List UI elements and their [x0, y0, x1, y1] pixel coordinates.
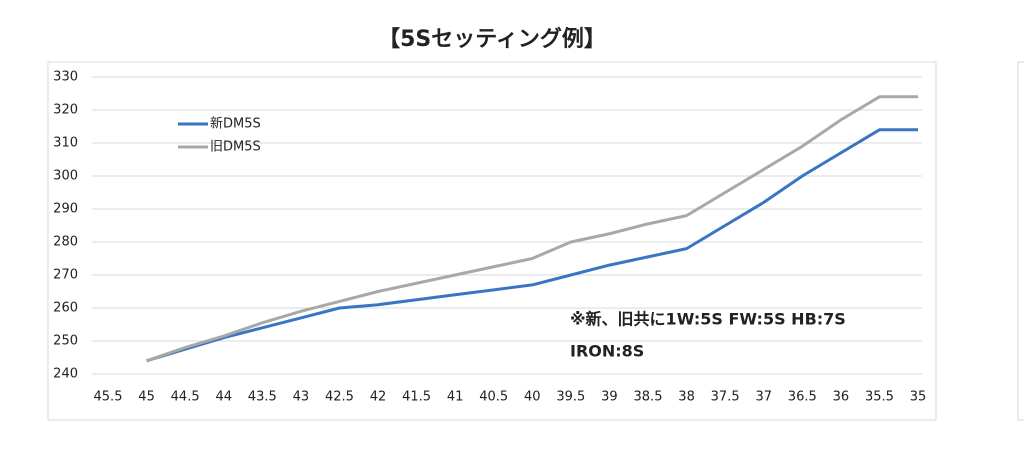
x-tick-label: 43 — [293, 390, 310, 405]
y-tick-label: 330 — [53, 70, 78, 85]
series-line — [146, 95, 918, 363]
legend-label: 旧DM5S — [210, 140, 261, 155]
series-line — [146, 128, 918, 363]
next-chart-frame — [1017, 61, 1024, 421]
x-tick-label: 40.5 — [479, 390, 508, 405]
y-tick-label: 310 — [53, 136, 78, 151]
x-tick-label: 38.5 — [634, 390, 663, 405]
y-tick-label: 320 — [53, 103, 78, 118]
y-tick-label: 260 — [53, 301, 78, 316]
x-tick-label: 36.5 — [788, 390, 817, 405]
annotation: IRON:8S — [570, 342, 644, 361]
x-tick-label: 37.5 — [711, 390, 740, 405]
x-tick-label: 39.5 — [556, 390, 585, 405]
x-tick-label: 41.5 — [402, 390, 431, 405]
y-tick-label: 240 — [53, 367, 78, 382]
y-tick-label: 270 — [53, 268, 78, 283]
x-tick-label: 40 — [524, 390, 541, 405]
annotation: ※新、旧共に1W:5S FW:5S HB:7S — [570, 310, 846, 329]
x-tick-label: 45 — [138, 390, 155, 405]
x-tick-label: 44 — [215, 390, 232, 405]
y-tick-label: 280 — [53, 235, 78, 250]
x-tick-label: 35.5 — [865, 390, 894, 405]
x-tick-label: 43.5 — [248, 390, 277, 405]
x-tick-label: 36 — [833, 390, 850, 405]
x-tick-label: 41 — [447, 390, 464, 405]
chart-title: 【5Sセッティング例】 — [378, 26, 606, 52]
x-tick-label: 42.5 — [325, 390, 354, 405]
legend-label: 新DM5S — [210, 116, 261, 132]
chart-frame — [47, 61, 937, 421]
x-tick-label: 44.5 — [171, 390, 200, 405]
x-tick-label: 38 — [678, 390, 695, 405]
x-tick-label: 42 — [370, 390, 387, 405]
x-tick-label: 37 — [755, 390, 772, 405]
y-tick-label: 250 — [53, 334, 78, 349]
y-tick-label: 290 — [53, 202, 78, 217]
x-tick-label: 35 — [910, 390, 927, 405]
y-tick-label: 300 — [53, 169, 78, 184]
x-tick-label: 39 — [601, 390, 618, 405]
x-tick-label: 45.5 — [94, 390, 123, 405]
